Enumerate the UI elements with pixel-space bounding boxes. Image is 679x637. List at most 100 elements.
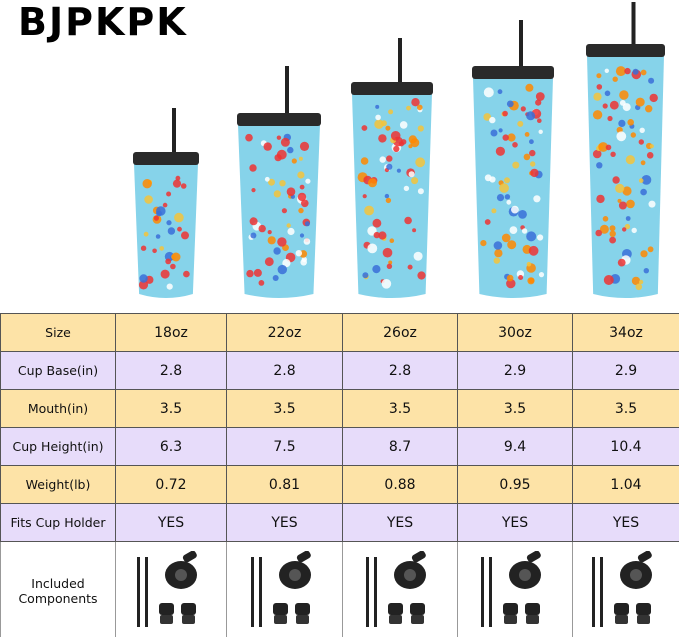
sticker-pattern — [493, 241, 503, 250]
sticker-pattern — [615, 66, 626, 77]
sticker-pattern — [528, 277, 535, 284]
sticker-pattern — [484, 174, 492, 182]
sticker-pattern — [602, 103, 608, 109]
cell-value: 34oz — [572, 313, 679, 352]
sticker-pattern — [632, 68, 639, 75]
cell-value: 3.5 — [226, 389, 343, 428]
sticker-pattern — [140, 245, 147, 251]
sticker-pattern — [624, 67, 631, 75]
sticker-pattern — [599, 224, 609, 234]
sticker-pattern — [498, 128, 503, 133]
tumbler — [237, 66, 321, 298]
sticker-pattern — [162, 202, 168, 208]
sticker-pattern — [647, 246, 654, 253]
table-row: Cup Height(in) 6.3 7.5 8.7 9.4 10.4 — [0, 427, 679, 466]
sticker-pattern — [258, 280, 265, 286]
sticker-pattern — [404, 216, 412, 225]
sticker-pattern — [400, 139, 407, 145]
sticker-pattern — [595, 229, 602, 237]
sticker-pattern — [617, 198, 622, 203]
sticker-pattern — [399, 121, 408, 129]
sticker-pattern — [280, 137, 290, 147]
cup-body — [587, 56, 664, 298]
sticker-pattern — [504, 177, 510, 184]
cup-body — [473, 78, 553, 298]
sticker-pattern — [389, 238, 395, 243]
sticker-pattern — [277, 264, 287, 275]
sticker-pattern — [506, 278, 516, 289]
sticker-pattern — [529, 149, 536, 157]
cell-value: 3.5 — [115, 389, 227, 428]
sticker-pattern — [616, 131, 627, 142]
sticker-pattern — [517, 120, 524, 127]
sticker-pattern — [504, 194, 511, 200]
straw — [631, 2, 636, 44]
sticker-pattern — [281, 208, 287, 214]
sticker-pattern — [287, 146, 294, 154]
sticker-pattern — [635, 97, 645, 107]
sticker-pattern — [264, 176, 270, 182]
sticker-pattern — [638, 178, 644, 183]
components-cell — [457, 541, 573, 637]
row-label: Cup Base(in) — [0, 351, 116, 390]
sticker-pattern — [183, 270, 190, 278]
sticker-pattern — [273, 190, 281, 198]
components-cell — [226, 541, 343, 637]
cell-value: YES — [342, 503, 458, 542]
sticker-pattern — [512, 161, 520, 169]
sticker-pattern — [533, 195, 541, 203]
sticker-pattern — [605, 144, 612, 151]
sticker-pattern — [483, 113, 492, 121]
sticker-pattern — [649, 93, 658, 103]
sticker-pattern — [287, 227, 295, 236]
sticker-pattern — [368, 178, 377, 188]
sticker-pattern — [521, 228, 528, 234]
size-table: Size 18oz 22oz 26oz 30oz 34oz Cup Base(in) 2.8 2… — [0, 313, 679, 637]
sticker-pattern — [619, 90, 629, 100]
components-icon — [250, 551, 311, 627]
tumbler — [133, 108, 199, 298]
sticker-pattern — [177, 226, 182, 232]
sticker-pattern — [507, 133, 516, 142]
sticker-pattern — [364, 205, 374, 216]
sticker-pattern — [411, 98, 420, 107]
sticker-pattern — [362, 194, 367, 199]
sticker-pattern — [138, 280, 149, 290]
cell-value: 30oz — [457, 313, 573, 352]
sticker-pattern — [635, 283, 643, 291]
sticker-pattern — [506, 199, 512, 205]
sticker-pattern — [166, 191, 172, 197]
sticker-pattern — [172, 179, 182, 188]
sticker-pattern — [598, 142, 609, 152]
sticker-pattern — [160, 269, 170, 279]
sticker-pattern — [528, 245, 539, 256]
sticker-pattern — [612, 76, 618, 82]
sticker-pattern — [388, 109, 394, 115]
sticker-pattern — [286, 187, 296, 196]
tumbler — [586, 2, 665, 298]
sticker-pattern — [526, 111, 536, 121]
tumblers-illustration — [133, 2, 665, 298]
straw — [398, 38, 402, 82]
sticker-pattern — [622, 227, 627, 232]
sticker-pattern — [143, 231, 149, 237]
sticker-pattern — [640, 160, 646, 166]
sticker-pattern — [167, 227, 176, 235]
sticker-pattern — [390, 131, 401, 141]
cell-value: 26oz — [342, 313, 458, 352]
sticker-pattern — [493, 257, 500, 264]
straw — [172, 108, 176, 152]
sticker-pattern — [523, 153, 531, 161]
sticker-pattern — [495, 146, 505, 156]
sticker-pattern — [645, 105, 653, 113]
brand-logo: BJPKPK — [18, 0, 188, 44]
sticker-pattern — [170, 263, 176, 270]
sticker-pattern — [646, 152, 654, 159]
sticker-pattern — [297, 192, 307, 202]
sticker-pattern — [410, 138, 420, 148]
sticker-pattern — [282, 259, 291, 268]
sticker-pattern — [535, 99, 542, 106]
sticker-pattern — [592, 149, 602, 159]
sticker-pattern — [279, 180, 286, 187]
